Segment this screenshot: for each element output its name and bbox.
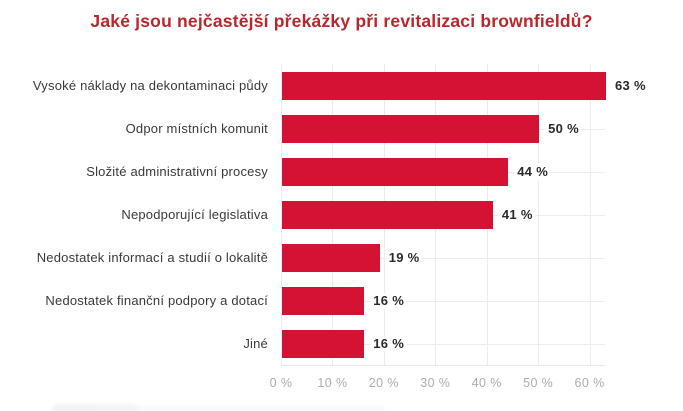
cropped-bottom-shadow [95,406,385,411]
category-label: Nedostatek informací a studií o lokalitě [36,250,268,265]
horizontal-gridline [281,257,605,259]
value-label: 63 % [613,77,648,94]
value-label: 16 % [371,292,407,309]
value-label: 41 % [499,206,535,223]
category-label: Složité administrativní procesy [86,164,268,179]
category-label: Odpor místních komunit [125,121,268,136]
bar [282,200,493,229]
category-label: Nepodporující legislativa [121,207,268,222]
x-tick-label: 50 % [523,376,554,390]
value-label: 16 % [371,335,407,352]
bar [282,157,509,186]
category-label: Nedostatek finanční podpory a dotací [45,293,268,308]
category-label: Vysoké náklady na dekontaminaci půdy [32,78,268,93]
bar [282,243,380,272]
x-tick-label: 20 % [368,376,399,390]
chart-title: Jaké jsou nejčastější překážky při revit… [90,11,593,31]
bar [282,114,540,143]
x-tick-label: 60 % [574,376,605,390]
x-tick-label: 30 % [420,376,451,390]
bar [282,329,365,358]
x-tick-label: 40 % [471,376,502,390]
bar [282,71,606,100]
x-tick-label: 10 % [317,376,348,390]
category-label: Jiné [243,336,268,351]
axis-baseline [281,365,605,366]
value-label: 50 % [546,120,581,137]
plot-area [281,64,606,366]
x-tick-label: 0 % [269,376,293,390]
bar [282,286,365,315]
horizontal-gridline [281,300,605,302]
value-label: 44 % [515,163,551,180]
value-label: 19 % [386,249,422,266]
horizontal-gridline [281,343,605,345]
